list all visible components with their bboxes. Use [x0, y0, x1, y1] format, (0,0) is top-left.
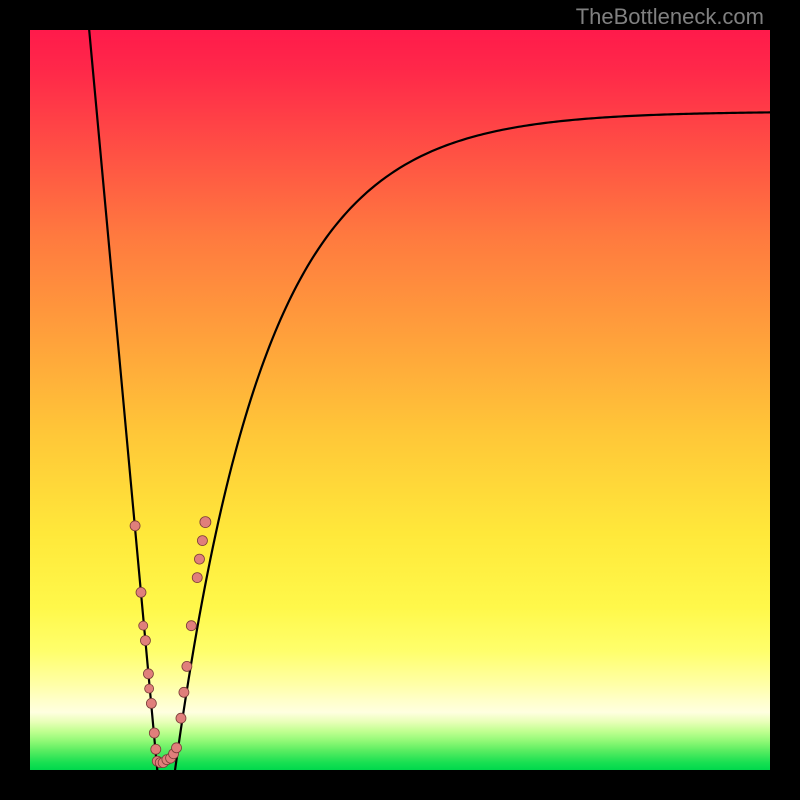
data-marker	[130, 521, 140, 531]
data-marker	[146, 698, 156, 708]
data-marker	[143, 669, 153, 679]
plot-svg	[30, 30, 770, 770]
data-marker	[140, 636, 150, 646]
data-marker	[136, 587, 146, 597]
data-marker	[192, 573, 202, 583]
gradient-background	[30, 30, 770, 770]
data-marker	[145, 684, 154, 693]
chart-stage: TheBottleneck.com	[0, 0, 800, 800]
data-marker	[149, 728, 159, 738]
data-marker	[200, 517, 211, 528]
data-marker	[197, 536, 207, 546]
data-marker	[139, 621, 148, 630]
data-marker	[179, 687, 189, 697]
data-marker	[172, 743, 182, 753]
data-marker	[182, 661, 192, 671]
data-marker	[176, 713, 186, 723]
plot-area	[30, 30, 770, 770]
data-marker	[186, 621, 196, 631]
data-marker	[194, 554, 204, 564]
data-marker	[151, 744, 161, 754]
